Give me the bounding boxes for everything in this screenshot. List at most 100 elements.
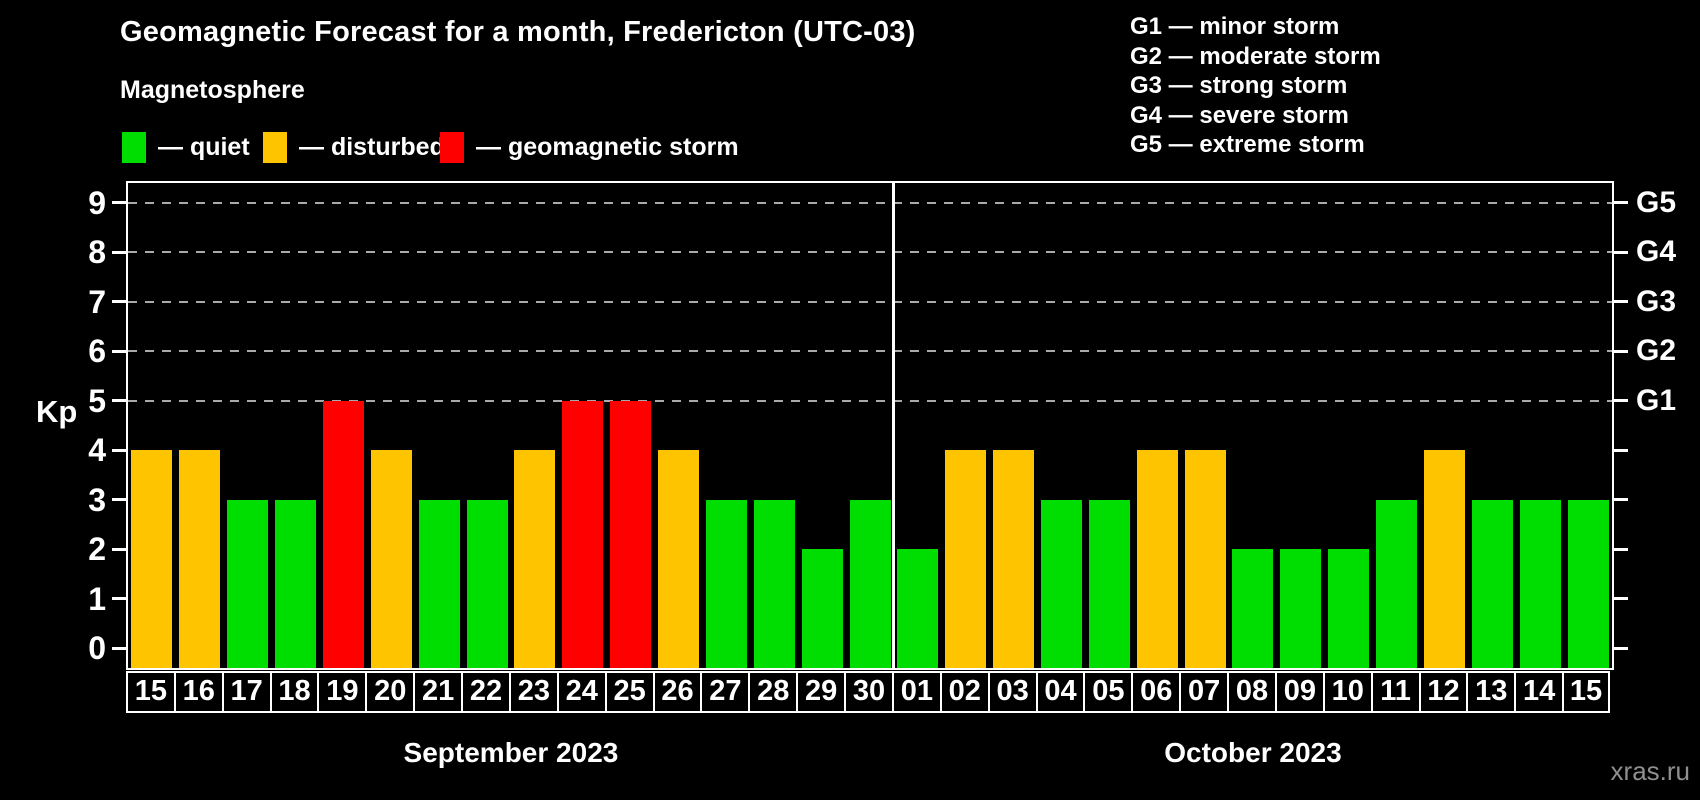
- kp-bar-october-01: [897, 549, 939, 668]
- kp-bar-october-14: [1519, 499, 1561, 668]
- day-label-cell-28: 28: [748, 671, 799, 713]
- day-label-cell-06: 06: [1131, 671, 1182, 713]
- day-label-cell-02: 02: [939, 671, 990, 713]
- day-label-cell-26: 26: [652, 671, 703, 713]
- disturbed-swatch: [263, 131, 287, 163]
- watermark: xras.ru: [1610, 756, 1690, 786]
- right-axis-tick-0: [1614, 646, 1628, 650]
- y-axis-tick-label-4: 4: [88, 432, 106, 469]
- day-label-cell-18: 18: [269, 671, 320, 713]
- kp-gridline-6: [128, 350, 1612, 353]
- month-separator-line: [892, 183, 896, 668]
- day-label-cell-14: 14: [1514, 671, 1565, 713]
- kp-bar-october-10: [1328, 549, 1370, 668]
- y-axis-tick-5: [112, 399, 126, 403]
- kp-bar-september-20: [370, 450, 412, 668]
- y-axis-tick-label-2: 2: [88, 531, 106, 568]
- y-axis-tick-label-0: 0: [88, 630, 106, 667]
- g-scale-legend-line: G1 — minor storm: [1130, 13, 1340, 40]
- y-axis-tick-label-7: 7: [88, 283, 106, 320]
- day-label-cell-16: 16: [173, 671, 224, 713]
- y-axis-tick-4: [112, 448, 126, 452]
- day-label-cell-08: 08: [1227, 671, 1277, 713]
- kp-bar-september-24: [562, 400, 604, 668]
- kp-bar-october-04: [1040, 499, 1082, 668]
- g-level-label-G5: G5: [1636, 185, 1677, 219]
- y-axis-tick-0: [112, 646, 126, 650]
- day-label-cell-23: 23: [508, 671, 559, 713]
- day-label-cell-25: 25: [604, 671, 655, 713]
- day-label-cell-22: 22: [461, 671, 511, 713]
- y-axis-tick-label-6: 6: [88, 333, 106, 370]
- kp-bar-october-08: [1232, 549, 1274, 668]
- g-level-label-G4: G4: [1636, 235, 1677, 269]
- y-axis-tick-label-5: 5: [88, 382, 106, 419]
- right-axis-tick-8: [1614, 250, 1628, 254]
- month-label-september: September 2023: [403, 737, 619, 768]
- kp-bar-september-22: [466, 499, 508, 668]
- y-axis-tick-label-1: 1: [88, 580, 106, 617]
- g-scale-legend-line: G4 — severe storm: [1130, 101, 1349, 129]
- day-label-cell-13: 13: [1466, 671, 1517, 713]
- quiet-swatch: [122, 131, 146, 163]
- g-scale-legend-line: G2 — moderate storm: [1130, 42, 1381, 70]
- kp-bar-september-17: [227, 499, 269, 668]
- g-scale-legend: G1 — minor storm G2 — moderate storm G3 — …: [1130, 12, 1381, 160]
- kp-bar-september-29: [801, 549, 843, 668]
- y-axis-tick-label-3: 3: [88, 481, 106, 518]
- kp-gridline-7: [128, 300, 1612, 303]
- kp-bar-october-02: [945, 450, 987, 668]
- day-label-cell-11: 11: [1370, 671, 1421, 713]
- day-label-cell-07: 07: [1179, 671, 1230, 713]
- plot-area: [126, 181, 1614, 670]
- right-axis-tick-1: [1614, 597, 1628, 601]
- right-axis-tick-4: [1614, 448, 1628, 452]
- kp-bar-october-15: [1567, 499, 1609, 668]
- day-label-cell-20: 20: [365, 671, 416, 713]
- legend-item-quiet: — quiet: [122, 130, 250, 164]
- chart-title: Geomagnetic Forecast for a month, Freder…: [120, 16, 916, 48]
- right-axis-tick-2: [1614, 547, 1628, 551]
- kp-bar-october-03: [993, 450, 1035, 668]
- legend-label: — quiet: [158, 132, 250, 161]
- kp-bar-september-16: [179, 450, 221, 668]
- magnetosphere-label: Magnetosphere: [120, 76, 305, 104]
- kp-bar-september-26: [658, 450, 700, 668]
- kp-bar-september-15: [131, 450, 173, 668]
- day-label-cell-17: 17: [221, 671, 272, 713]
- y-axis-tick-9: [112, 201, 126, 205]
- day-label-cell-24: 24: [556, 671, 607, 713]
- month-label-october: October 2023: [1164, 737, 1342, 768]
- kp-bar-september-27: [705, 499, 747, 668]
- y-axis-tick-label-8: 8: [88, 234, 106, 271]
- kp-bar-september-19: [322, 400, 364, 668]
- day-label-cell-15: 15: [126, 671, 176, 713]
- y-axis-tick-2: [112, 547, 126, 551]
- day-label-cell-27: 27: [700, 671, 751, 713]
- day-label-cell-10: 10: [1322, 671, 1373, 713]
- kp-gridline-5: [128, 399, 1612, 402]
- day-label-cell-21: 21: [413, 671, 464, 713]
- g-level-label-G1: G1: [1636, 383, 1677, 417]
- right-axis-tick-6: [1614, 349, 1628, 353]
- kp-bar-september-25: [610, 400, 652, 668]
- kp-bar-september-21: [418, 499, 460, 668]
- kp-bar-september-28: [753, 499, 795, 668]
- kp-bar-october-05: [1088, 499, 1130, 668]
- kp-bar-october-13: [1471, 499, 1513, 668]
- day-label-cell-04: 04: [1035, 671, 1086, 713]
- y-axis-tick-6: [112, 349, 126, 353]
- g-level-label-G3: G3: [1636, 284, 1677, 318]
- y-axis-tick-3: [112, 498, 126, 502]
- day-label-cell-09: 09: [1274, 671, 1325, 713]
- kp-gridline-8: [128, 251, 1612, 254]
- day-label-cell-03: 03: [987, 671, 1038, 713]
- legend-label: — geomagnetic storm: [476, 132, 739, 161]
- g-scale-legend-line: G3 — strong storm: [1130, 72, 1348, 99]
- y-axis-tick-1: [112, 597, 126, 601]
- kp-bar-october-11: [1376, 499, 1418, 668]
- day-label-cell-19: 19: [317, 671, 368, 713]
- legend-item-disturbed: — disturbed: [263, 130, 445, 164]
- right-axis-tick-7: [1614, 300, 1628, 304]
- g-scale-legend-line: G5 — extreme storm: [1130, 131, 1365, 158]
